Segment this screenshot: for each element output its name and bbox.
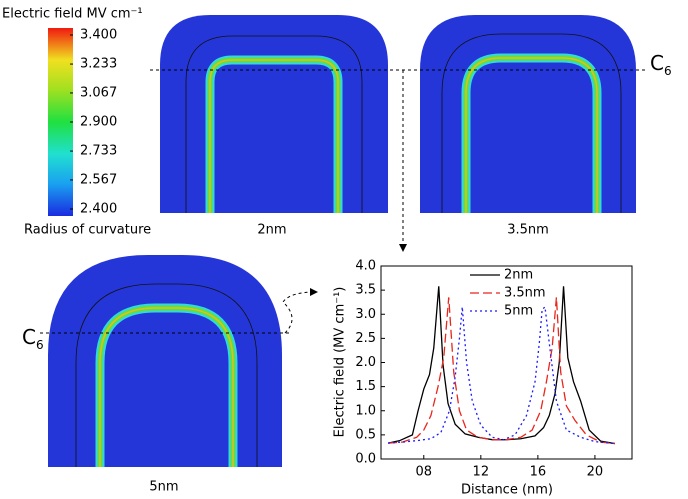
- x-tick-label: 12: [473, 465, 490, 480]
- panel-label: 5nm: [149, 480, 178, 495]
- data-line: [387, 286, 615, 445]
- cut-sub: 6: [664, 64, 672, 78]
- x-axis-title: Distance (nm): [461, 483, 553, 498]
- field-peak: [465, 57, 598, 213]
- arrow: [282, 288, 318, 334]
- y-tick-label: 1.5: [355, 379, 376, 394]
- x-tick-label: 20: [587, 465, 604, 480]
- legend-label: 5nm: [504, 304, 533, 319]
- cut-letter: C: [650, 51, 664, 75]
- y-tick-label: 3.0: [355, 307, 376, 322]
- colorbar-tick-label: 2.900: [80, 115, 117, 130]
- y-tick-label: 1.0: [355, 403, 376, 418]
- simulation-panels: [40, 15, 648, 467]
- cut-letter: C: [22, 325, 36, 349]
- y-tick-label: 2.0: [355, 355, 376, 370]
- domain: [420, 15, 636, 213]
- domain: [48, 255, 282, 467]
- gate-outline: [441, 33, 622, 213]
- colorbar-tick-label: 3.233: [80, 57, 117, 72]
- cut-sub: 6: [36, 338, 44, 352]
- y-tick-label: 0.0: [355, 452, 376, 467]
- colorbar-tick-label: 2.567: [80, 172, 117, 187]
- panel-label: 2nm: [257, 223, 286, 238]
- data-line: [388, 305, 615, 445]
- colorbar: [48, 28, 73, 216]
- panel-label: 3.5nm: [507, 223, 549, 238]
- colorbar-tick-label: 2.733: [80, 144, 117, 159]
- cut-label: C6: [650, 51, 672, 78]
- y-tick-label: 2.5: [355, 331, 376, 346]
- y-tick-label: 4.0: [355, 259, 376, 274]
- field-peak: [209, 59, 339, 213]
- data-line: [388, 297, 615, 445]
- field-peak: [99, 307, 234, 467]
- domain: [160, 15, 388, 213]
- colorbar-tick-label: 3.400: [80, 28, 117, 43]
- colorbar-tick-label: 2.400: [80, 202, 117, 217]
- y-axis-title: Electric field (MV cm⁻¹): [333, 287, 348, 438]
- x-tick-label: 08: [416, 465, 433, 480]
- radius-label: Radius of curvature: [24, 223, 151, 238]
- y-tick-label: 0.5: [355, 427, 376, 442]
- gate-outline: [75, 283, 258, 467]
- x-tick-label: 16: [530, 465, 547, 480]
- y-tick-label: 3.5: [355, 283, 376, 298]
- legend-label: 3.5nm: [504, 286, 546, 301]
- gate-outline: [185, 35, 363, 213]
- colorbar-title: Electric field MV cm⁻¹: [2, 7, 143, 22]
- colorbar-tick-label: 3.067: [80, 85, 117, 100]
- cut-label: C6: [22, 325, 44, 352]
- legend-label: 2nm: [504, 268, 533, 283]
